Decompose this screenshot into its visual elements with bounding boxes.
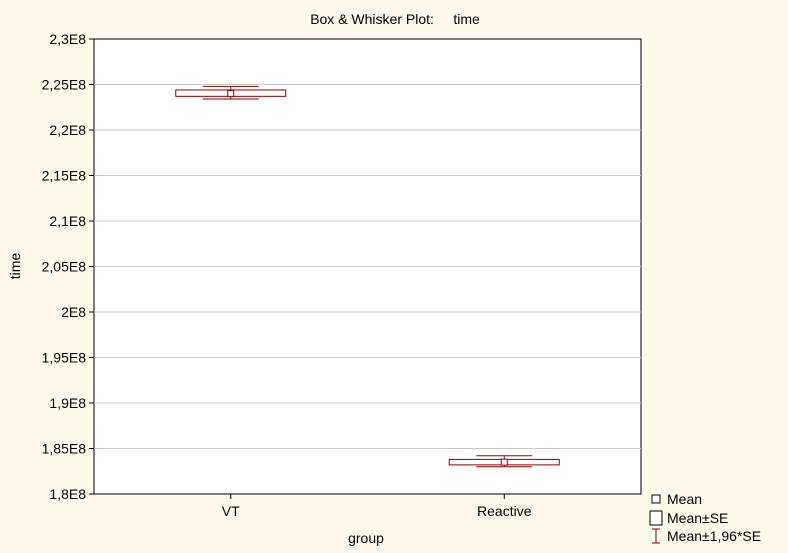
y-tick-label: 2,2E8 <box>49 122 86 138</box>
mean-marker <box>227 90 235 98</box>
y-tick-label: 1,85E8 <box>42 441 87 457</box>
y-tick-label: 1,8E8 <box>49 486 86 502</box>
y-axis: 2,3E8 2,25E8 2,2E8 2,15E8 2,1E8 2,05E8 2E8 1,95… <box>42 31 94 502</box>
y-tick-label: 2,25E8 <box>42 77 87 93</box>
legend-mean-icon <box>651 494 661 504</box>
y-tick-label: 1,9E8 <box>49 395 86 411</box>
x-axis-label: group <box>348 530 384 546</box>
y-tick-label: 2,1E8 <box>49 213 86 229</box>
x-tick-label: VT <box>222 503 240 519</box>
x-axis: VT Reactive <box>222 494 532 519</box>
y-axis-label: time <box>7 253 23 280</box>
y-tick-label: 2,3E8 <box>49 31 86 47</box>
legend-label: Mean±1,96*SE <box>667 528 761 544</box>
chart-title: Box & Whisker Plot: time <box>310 11 480 27</box>
y-tick-label: 2,05E8 <box>42 259 87 275</box>
y-tick-label: 2,15E8 <box>42 168 87 184</box>
y-tick-label: 1,95E8 <box>42 350 87 366</box>
mean-marker <box>500 458 508 466</box>
legend-se-icon <box>649 510 663 526</box>
legend: Mean Mean±SE Mean±1,96*SE <box>649 491 761 544</box>
x-tick-label: Reactive <box>477 503 532 519</box>
grid-lines <box>94 84 641 449</box>
box-series <box>175 85 560 468</box>
y-tick-label: 2E8 <box>61 304 86 320</box>
legend-label: Mean <box>667 491 702 507</box>
legend-label: Mean±SE <box>667 510 728 526</box>
